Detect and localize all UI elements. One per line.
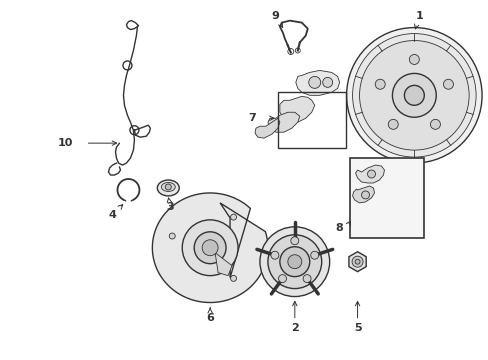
Polygon shape <box>352 186 374 203</box>
Polygon shape <box>267 112 299 132</box>
Circle shape <box>443 79 452 89</box>
Circle shape <box>278 275 286 283</box>
Circle shape <box>290 237 298 245</box>
Circle shape <box>404 85 424 105</box>
Circle shape <box>230 214 236 220</box>
Polygon shape <box>152 193 267 302</box>
Ellipse shape <box>161 183 175 192</box>
Circle shape <box>194 232 225 264</box>
Circle shape <box>279 247 309 276</box>
Text: 7: 7 <box>248 113 255 123</box>
Circle shape <box>351 256 362 267</box>
Circle shape <box>354 259 359 264</box>
Circle shape <box>346 28 481 163</box>
Circle shape <box>408 54 419 64</box>
Circle shape <box>303 275 310 283</box>
Circle shape <box>169 233 175 239</box>
Polygon shape <box>279 96 314 122</box>
Circle shape <box>270 251 278 259</box>
Circle shape <box>202 240 218 256</box>
Circle shape <box>260 227 329 297</box>
Circle shape <box>287 255 301 269</box>
Circle shape <box>308 76 320 88</box>
Polygon shape <box>348 252 366 272</box>
Circle shape <box>352 33 475 157</box>
Circle shape <box>310 251 318 259</box>
Circle shape <box>165 184 171 190</box>
Text: 9: 9 <box>270 11 282 27</box>
Circle shape <box>359 41 468 150</box>
Circle shape <box>392 73 435 117</box>
Polygon shape <box>215 253 232 276</box>
Text: 6: 6 <box>206 308 214 323</box>
Bar <box>349 158 424 238</box>
Ellipse shape <box>157 180 179 196</box>
Circle shape <box>429 120 440 129</box>
Polygon shape <box>254 118 279 138</box>
Circle shape <box>182 220 238 276</box>
Polygon shape <box>295 71 339 95</box>
Circle shape <box>367 170 375 178</box>
Text: 2: 2 <box>290 301 298 333</box>
Circle shape <box>267 235 321 289</box>
Text: 3: 3 <box>166 198 174 212</box>
Polygon shape <box>355 165 384 183</box>
Text: 10: 10 <box>57 138 73 148</box>
Text: 5: 5 <box>353 301 361 333</box>
Text: 8: 8 <box>335 223 343 233</box>
Circle shape <box>230 275 236 282</box>
Circle shape <box>361 191 369 199</box>
Text: 1: 1 <box>414 11 422 29</box>
Bar <box>277 92 345 148</box>
Circle shape <box>374 79 385 89</box>
Circle shape <box>387 120 397 129</box>
Circle shape <box>322 77 332 87</box>
Text: 4: 4 <box>108 204 122 220</box>
